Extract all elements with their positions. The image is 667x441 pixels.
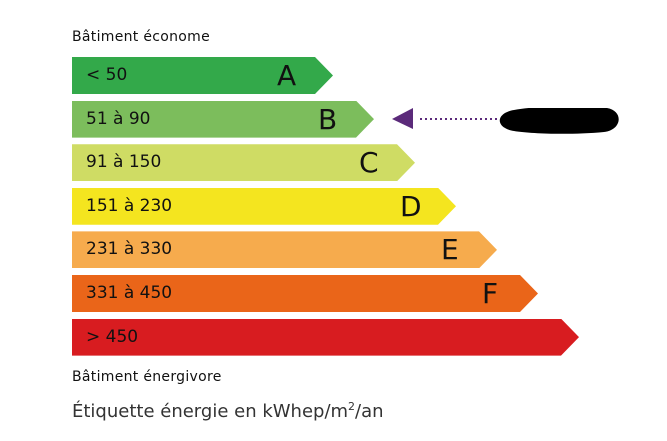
caption-text: Étiquette énergie en kWhep/m [72,401,349,422]
class-letter: D [400,189,422,223]
class-range: 231 à 330 [86,239,173,260]
energy-class-bar-g: > 450 [72,318,579,356]
top-label: Bâtiment économe [72,29,210,45]
energy-class-bar-e: 231 à 330 E [72,231,497,269]
energy-class-bar-f: 331 à 450 F [72,275,538,312]
class-letter: E [441,233,459,267]
class-range: 331 à 450 [86,283,173,303]
class-letter: F [482,277,499,310]
class-letter: A [277,59,297,92]
class-range: 91 à 150 [86,152,162,173]
caption-superscript: 2 [348,400,356,413]
class-letter: B [318,102,338,136]
class-range: 151 à 230 [86,195,173,216]
class-indicator-arrow [392,108,619,134]
energy-class-bar-a: < 50 A [72,57,333,94]
arrow-head-icon [392,108,413,129]
class-range: 51 à 90 [86,108,151,129]
class-range: < 50 [86,65,128,85]
class-range: > 450 [86,326,139,347]
bottom-label: Bâtiment énergivore [72,369,222,385]
unit-caption: Étiquette énergie en kWhep/m2/an [72,400,384,422]
energy-class-bar-c: 91 à 150 C [72,144,415,182]
energy-class-bar-b: 51 à 90 B [72,100,374,138]
energy-class-bar-d: 151 à 230 D [72,187,456,225]
redacted-value [499,108,619,134]
caption-suffix: /an [355,401,384,422]
class-letter: C [359,146,379,180]
